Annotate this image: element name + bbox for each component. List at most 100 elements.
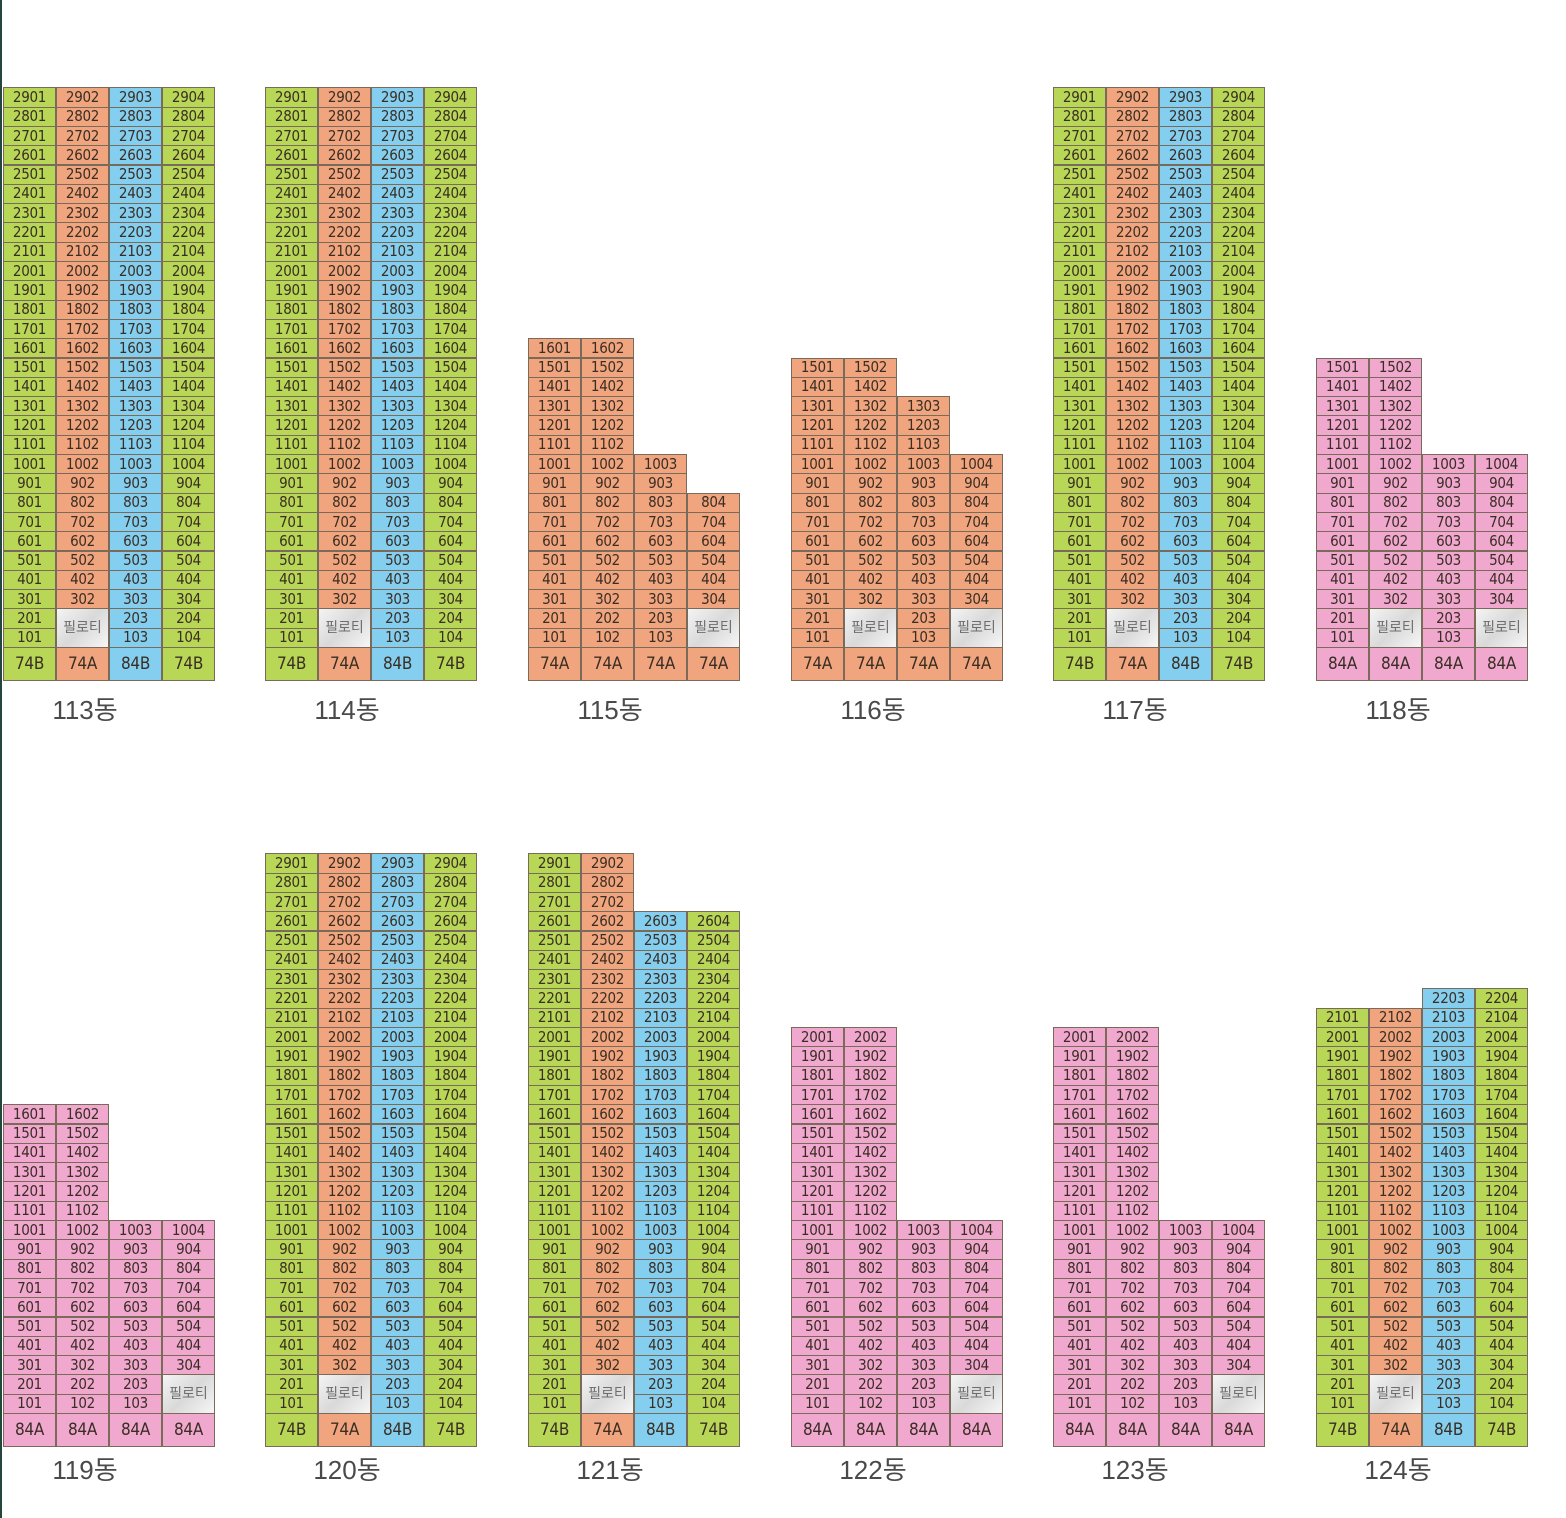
unit-cell: 303 — [1422, 1355, 1475, 1376]
unit-cell: 1704 — [687, 1084, 740, 1106]
unit-cell: 503 — [371, 550, 424, 571]
unit-cell: 1801 — [265, 299, 318, 320]
unit-cell: 303 — [634, 1355, 687, 1376]
unit-cell: 1401 — [265, 376, 318, 398]
unit-cell: 1302 — [581, 396, 634, 417]
unit-cell: 1503 — [109, 357, 162, 378]
unit-cell: 2703 — [371, 891, 424, 913]
unit-cell: 2104 — [687, 1007, 740, 1028]
unit-cell: 2901 — [3, 87, 56, 108]
unit-cell: 304 — [1475, 589, 1528, 610]
unit-cell: 1102 — [1369, 1200, 1422, 1221]
unit-cell: 1202 — [56, 1181, 109, 1202]
unit-cell: 1503 — [371, 357, 424, 378]
unit-cell: 501 — [1316, 1316, 1369, 1337]
unit-cell: 401 — [1053, 569, 1106, 591]
unit-cell: 1901 — [528, 1046, 581, 1067]
unit-cell: 301 — [791, 589, 844, 610]
unit-cell: 1203 — [109, 415, 162, 436]
unit-cell: 1703 — [1422, 1084, 1475, 1106]
unit-cell: 101 — [3, 1393, 56, 1414]
unit-cell: 2601 — [3, 145, 56, 166]
unit-cell: 1904 — [1212, 280, 1265, 301]
unit-cell: 504 — [950, 1316, 1003, 1337]
unit-type-label: 84A — [1053, 1413, 1106, 1447]
piloti-cell: 필로티 — [844, 608, 897, 648]
unit-cell: 1903 — [1159, 280, 1212, 301]
unit-cell: 901 — [3, 473, 56, 494]
unit-cell: 402 — [56, 1335, 109, 1357]
unit-cell: 302 — [318, 589, 371, 610]
unit-cell: 201 — [528, 1374, 581, 1395]
unit-cell: 2402 — [318, 949, 371, 971]
unit-cell: 602 — [581, 1297, 634, 1318]
unit-cell: 1301 — [528, 396, 581, 417]
unit-cell: 2903 — [371, 87, 424, 108]
unit-type-label: 74B — [424, 647, 477, 681]
unit-cell: 901 — [3, 1239, 56, 1260]
unit-cell: 801 — [265, 1258, 318, 1279]
unit-cell: 502 — [56, 550, 109, 571]
unit-cell: 404 — [424, 569, 477, 591]
piloti-cell: 필로티 — [162, 1374, 215, 1414]
unit-cell: 1004 — [424, 454, 477, 475]
unit-cell: 602 — [844, 1297, 897, 1318]
unit-cell: 401 — [528, 1335, 581, 1357]
unit-cell: 1301 — [791, 1162, 844, 1183]
unit-type-label: 84A — [1316, 647, 1369, 681]
unit-cell: 604 — [1475, 1297, 1528, 1318]
unit-cell: 2902 — [581, 853, 634, 874]
unit-cell: 601 — [1053, 531, 1106, 552]
unit-cell: 1902 — [56, 280, 109, 301]
unit-cell: 2403 — [371, 183, 424, 205]
unit-cell: 304 — [1212, 589, 1265, 610]
unit-cell: 1301 — [3, 396, 56, 417]
unit-cell: 1404 — [424, 1142, 477, 1164]
unit-cell: 2204 — [1475, 988, 1528, 1009]
unit-cell: 604 — [162, 531, 215, 552]
unit-cell: 1803 — [371, 299, 424, 320]
unit-cell: 604 — [424, 531, 477, 552]
unit-cell: 703 — [109, 1277, 162, 1299]
unit-cell: 2802 — [1106, 106, 1159, 127]
unit-cell: 504 — [1475, 1316, 1528, 1337]
unit-cell: 1403 — [1159, 376, 1212, 398]
unit-cell: 802 — [844, 1258, 897, 1279]
unit-cell: 201 — [1053, 608, 1106, 629]
unit-cell: 202 — [1106, 1374, 1159, 1395]
unit-cell: 1301 — [265, 1162, 318, 1183]
unit-cell: 701 — [3, 1277, 56, 1299]
unit-cell: 1101 — [528, 1200, 581, 1221]
unit-type-label: 84B — [109, 647, 162, 681]
unit-cell: 1603 — [1159, 338, 1212, 359]
unit-cell: 1601 — [1053, 1104, 1106, 1125]
unit-cell: 2203 — [371, 988, 424, 1009]
unit-cell: 1302 — [1106, 396, 1159, 417]
unit-cell: 1002 — [844, 1220, 897, 1241]
unit-cell: 2902 — [56, 87, 109, 108]
unit-cell: 701 — [1316, 511, 1369, 533]
unit-cell: 1601 — [3, 338, 56, 359]
unit-cell: 1302 — [56, 1162, 109, 1183]
unit-cell: 1203 — [1422, 1181, 1475, 1202]
unit-cell: 301 — [1053, 589, 1106, 610]
unit-cell: 2501 — [528, 930, 581, 951]
unit-cell: 2001 — [265, 1027, 318, 1048]
unit-cell: 1401 — [265, 1142, 318, 1164]
unit-cell: 103 — [897, 1393, 950, 1414]
unit-cell: 203 — [897, 1374, 950, 1395]
unit-cell: 1404 — [162, 376, 215, 398]
unit-cell: 2702 — [56, 125, 109, 147]
unit-cell: 1001 — [791, 1220, 844, 1241]
unit-cell: 2703 — [109, 125, 162, 147]
unit-cell: 302 — [844, 589, 897, 610]
unit-cell: 1302 — [56, 396, 109, 417]
unit-cell: 2604 — [424, 911, 477, 932]
unit-cell: 2801 — [265, 106, 318, 127]
unit-cell: 501 — [3, 1316, 56, 1337]
unit-cell: 1301 — [265, 396, 318, 417]
unit-cell: 2203 — [1422, 988, 1475, 1009]
unit-cell: 703 — [371, 1277, 424, 1299]
unit-cell: 702 — [1369, 1277, 1422, 1299]
unit-cell: 902 — [1106, 1239, 1159, 1260]
